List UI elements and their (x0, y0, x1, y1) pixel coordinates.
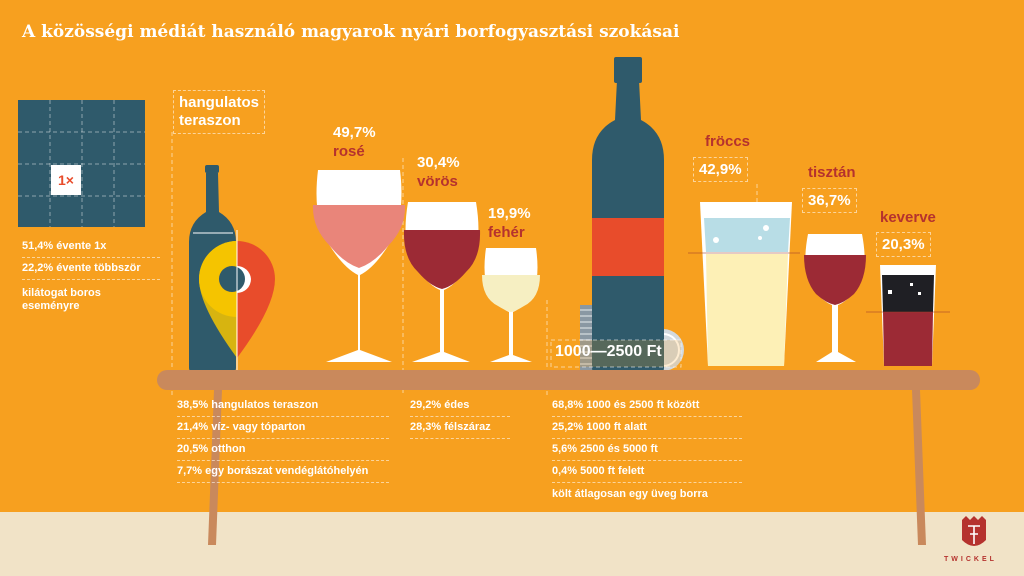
places-label-line2: teraszon (179, 112, 241, 129)
page-title: A közösségi médiát használó magyarok nyá… (22, 22, 680, 42)
price-stat-4: 0,4% 5000 ft felett (552, 461, 742, 483)
mixed-name: keverve (880, 209, 936, 226)
froccs-pct: 42,9% (693, 157, 748, 182)
red-name: vörös (417, 173, 458, 190)
price-caption: költ átlagosan egy üveg borra (552, 488, 708, 500)
rose-label: 49,7% rosé (333, 123, 376, 161)
places-label-line1: hangulatos (179, 94, 260, 111)
frequency-label: 1× (58, 172, 74, 188)
highlight-cell: 1× (51, 165, 81, 195)
price-label-box (550, 339, 682, 368)
pure-name: tisztán (808, 164, 856, 181)
events-stat-1: 51,4% évente 1x (22, 236, 160, 258)
places-stat-3: 20,5% otthon (177, 439, 389, 461)
price-stats: 68,8% 1000 és 2500 ft között 25,2% 1000 … (552, 395, 742, 500)
price-stat-1: 68,8% 1000 és 2500 ft között (552, 395, 742, 417)
white-label: 19,9% fehér (488, 204, 531, 242)
price-stat-3: 5,6% 2500 és 5000 ft (552, 439, 742, 461)
sweetness-stat-2: 28,3% félszáraz (410, 417, 510, 439)
white-pct: 19,9% (488, 205, 531, 222)
price-bottle (592, 57, 664, 372)
froccs-name: fröccs (705, 133, 751, 150)
white-glass (482, 248, 540, 362)
table (157, 370, 980, 545)
events-stats: 51,4% évente 1x 22,2% évente többször ki… (22, 236, 160, 313)
event-grid: 1× (18, 100, 145, 227)
white-name: fehér (488, 224, 525, 241)
floor (0, 512, 1024, 576)
pure-pct: 36,7% (802, 188, 857, 213)
bottle-places (189, 165, 275, 372)
events-stat-2: 22,2% évente többször (22, 258, 160, 280)
mixed-glass (866, 265, 950, 366)
price-stat-2: 25,2% 1000 ft alatt (552, 417, 742, 439)
red-label: 30,4% vörös (417, 153, 460, 191)
twickel-logo (962, 516, 986, 546)
rose-pct: 49,7% (333, 124, 376, 141)
places-stat-1: 38,5% hangulatos teraszon (177, 395, 389, 417)
red-pct: 30,4% (417, 154, 460, 171)
events-caption: kilátogat boros eseményre (22, 287, 101, 312)
rose-glass (312, 170, 406, 362)
places-stats: 38,5% hangulatos teraszon 21,4% víz- vag… (177, 395, 389, 483)
places-stat-2: 21,4% víz- vagy tóparton (177, 417, 389, 439)
sweetness-stats: 29,2% édes 28,3% félszáraz (410, 395, 510, 439)
places-label: hangulatos teraszon (173, 90, 266, 134)
grid-lines (18, 100, 145, 227)
mixed-pct: 20,3% (876, 232, 931, 257)
brand-name: TWICKEL (944, 556, 997, 563)
pure-glass (804, 234, 866, 362)
price-label: 1000—2500 Ft (555, 343, 662, 360)
froccs-glass (688, 202, 800, 366)
red-glass (403, 202, 481, 362)
rose-name: rosé (333, 143, 365, 160)
sweetness-stat-1: 29,2% édes (410, 395, 510, 417)
places-stat-4: 7,7% egy borászat vendéglátóhelyén (177, 461, 389, 483)
